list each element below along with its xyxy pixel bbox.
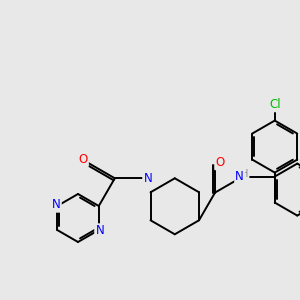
Text: Cl: Cl [269, 98, 280, 111]
Text: H: H [241, 169, 248, 178]
Text: N: N [236, 170, 244, 183]
Text: N: N [143, 172, 152, 185]
Text: O: O [78, 153, 88, 166]
Text: N: N [52, 199, 61, 212]
Text: O: O [215, 156, 225, 169]
Text: N: N [95, 224, 104, 238]
